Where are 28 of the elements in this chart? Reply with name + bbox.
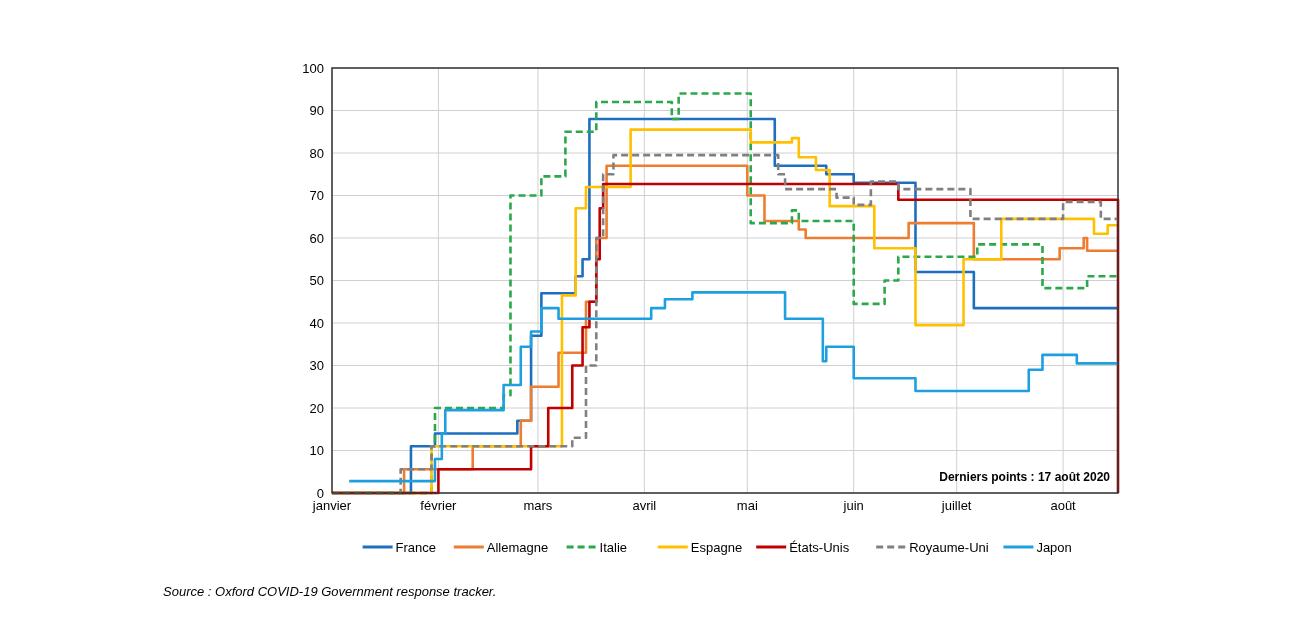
y-tick-label: 50 <box>309 273 324 289</box>
legend-label: France <box>395 539 437 555</box>
x-tick-label: janvier <box>311 498 352 513</box>
y-tick-label: 30 <box>309 358 324 374</box>
x-tick-label: août <box>1050 498 1077 513</box>
legend-label: Espagne <box>690 539 743 555</box>
x-tick-label: mars <box>523 498 553 513</box>
x-tick-label: février <box>420 498 458 513</box>
annotation: Derniers points : 17 août 2020 <box>939 470 1111 484</box>
legend-label: États-Unis <box>789 539 850 555</box>
legend-label: Allemagne <box>486 539 549 555</box>
y-tick-label: 100 <box>302 60 324 76</box>
y-tick-label: 90 <box>309 103 324 119</box>
y-tick-label: 20 <box>309 400 324 416</box>
x-tick-label: juin <box>842 498 864 513</box>
legend-label: Royaume-Uni <box>909 539 989 555</box>
y-tick-label: 40 <box>309 315 324 331</box>
x-tick-label: juillet <box>940 498 972 513</box>
y-tick-label: 70 <box>309 188 324 204</box>
y-tick-label: 60 <box>309 230 324 246</box>
x-tick-label: mai <box>736 498 758 513</box>
y-tick-label: 80 <box>309 145 324 161</box>
x-tick-label: avril <box>632 498 657 513</box>
legend-label: Japon <box>1036 539 1072 555</box>
source-note: Source : Oxford COVID-19 Government response tracker. <box>163 584 497 599</box>
y-tick-label: 10 <box>309 443 324 459</box>
y-tick-label: 0 <box>316 485 324 501</box>
legend-label: Italie <box>599 539 628 555</box>
